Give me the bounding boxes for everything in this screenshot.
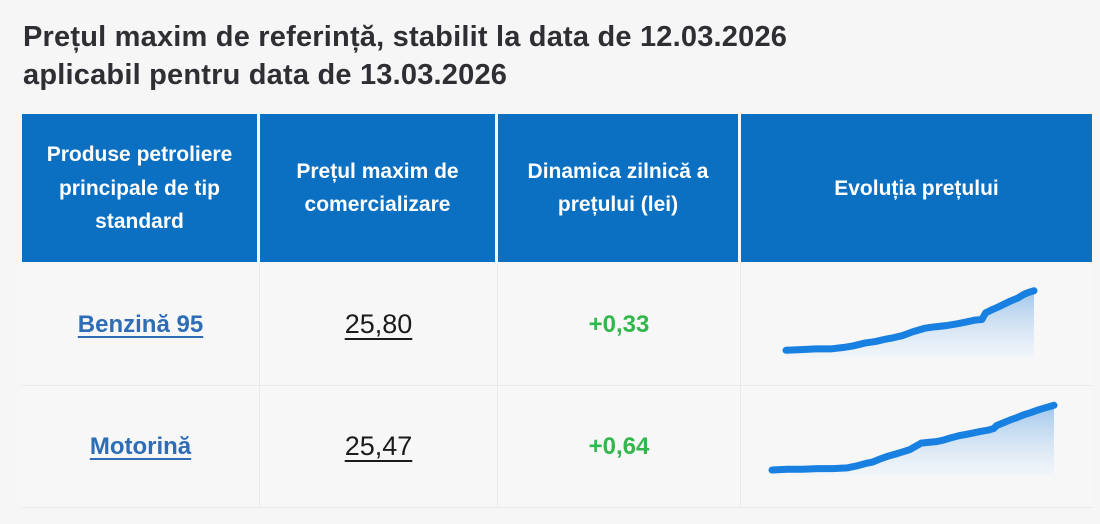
price-change-value: +0,64 — [588, 432, 650, 460]
price-change-value: +0,33 — [588, 310, 650, 338]
product-link-benzina-95[interactable]: Benzină 95 — [77, 310, 204, 338]
product-cell: Motorină — [22, 386, 260, 508]
column-header-max-price: Prețul maxim de comercializare — [260, 114, 498, 265]
price-cell: 25,80 — [260, 264, 498, 386]
page-title-line-1: Prețul maxim de referință, stabilit la d… — [23, 21, 788, 53]
change-cell: +0,64 — [498, 386, 741, 508]
page-title-line-2: aplicabil pentru data de 13.03.2026 — [23, 58, 508, 91]
change-cell: +0,33 — [498, 264, 741, 386]
page-title: Prețul maxim de referință, stabilit la d… — [0, 0, 1100, 94]
price-value[interactable]: 25,80 — [344, 309, 413, 340]
product-cell: Benzină 95 — [22, 264, 260, 386]
price-cell: 25,47 — [260, 386, 498, 508]
table-row: Motorină 25,47 +0,64 — [22, 386, 1092, 509]
table-row: Benzină 95 25,80 +0,33 — [22, 264, 1092, 387]
price-sparkline-chart — [786, 279, 1034, 359]
chart-cell — [741, 386, 1092, 507]
price-sparkline-chart — [772, 398, 1054, 495]
fuel-price-table: Produse petroliere principale de tip sta… — [22, 114, 1092, 509]
column-header-daily-change: Dinamica zilnică a prețului (lei) — [498, 114, 741, 265]
price-value[interactable]: 25,47 — [344, 431, 413, 462]
chart-cell — [741, 264, 1092, 385]
product-link-motorina[interactable]: Motorină — [89, 432, 192, 460]
column-header-price-evolution: Evoluția prețului — [741, 114, 1092, 265]
column-header-product: Produse petroliere principale de tip sta… — [22, 114, 260, 265]
table-header-row: Produse petroliere principale de tip sta… — [22, 114, 1092, 265]
